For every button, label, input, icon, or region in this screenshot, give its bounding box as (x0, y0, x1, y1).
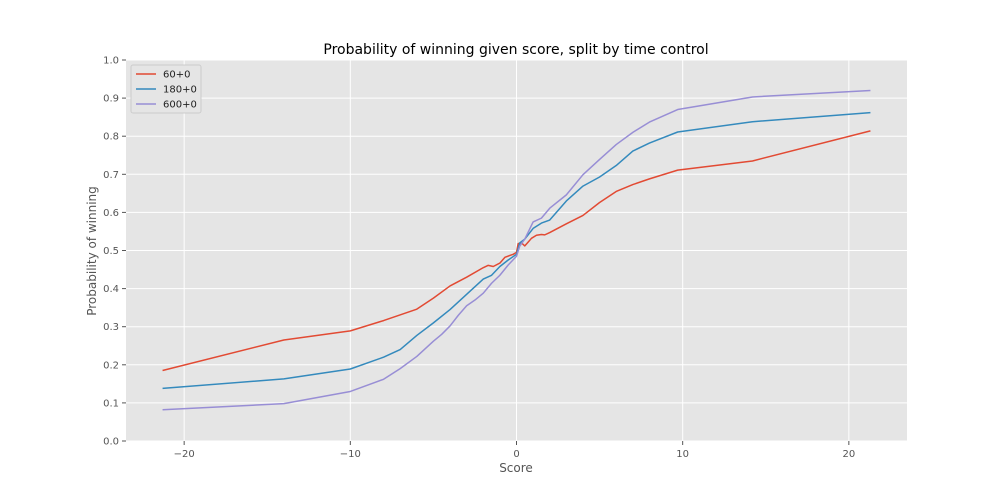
y-tick-label: 0.3 (103, 322, 119, 333)
y-tick-label: 0.0 (103, 437, 119, 448)
grid-lines (126, 59, 907, 442)
x-tick-label: −10 (340, 449, 361, 460)
x-tick-label: 10 (676, 449, 689, 460)
x-axis-label: Score (499, 461, 533, 475)
y-tick-label: 0.9 (103, 94, 119, 105)
tick-labels: 0.0 0.1 0.2 0.3 0.4 0.5 0.6 0.7 0.8 0.9 1.0 −20 −10 0… (103, 56, 855, 461)
series-lines (162, 89, 871, 411)
legend-label: 600+0 (163, 100, 197, 111)
chart-title: Probability of winning given score, spli… (323, 42, 708, 58)
y-tick-label: 0.8 (103, 132, 119, 143)
legend-box (130, 64, 202, 114)
x-tick-label: −20 (174, 449, 195, 460)
y-tick-label: 0.4 (103, 284, 119, 295)
y-tick-label: 0.2 (103, 360, 119, 371)
legend-label: 60+0 (163, 70, 190, 81)
y-tick-label: 1.0 (103, 56, 119, 67)
y-tick-label: 0.1 (103, 398, 119, 409)
y-tick-label: 0.5 (103, 246, 119, 257)
x-tick-label: 20 (842, 449, 855, 460)
y-tick-label: 0.6 (103, 208, 119, 219)
legend-label: 180+0 (163, 85, 197, 96)
series-line-180plus0 (162, 111, 871, 390)
legend: 60+0 180+0 600+0 (130, 64, 202, 114)
series-line-600plus0 (162, 89, 871, 411)
y-tick-label: 0.7 (103, 170, 119, 181)
y-axis-label: Probability of winning (85, 186, 99, 316)
x-tick-label: 0 (513, 449, 519, 460)
